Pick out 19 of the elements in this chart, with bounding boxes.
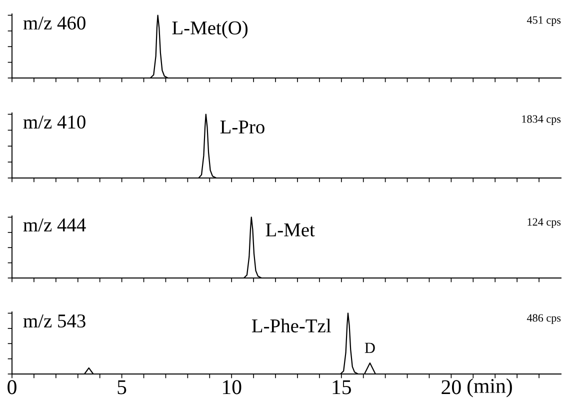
annotation: L-Pro	[220, 120, 264, 134]
x-tick-label: 10	[223, 380, 242, 394]
annotation: L-Phe-Tzl	[252, 318, 331, 332]
x-axis-title: (min)	[467, 378, 512, 398]
annotation: 1834 cps	[522, 115, 561, 126]
annotation: m/z 460	[23, 16, 86, 30]
x-tick-label: 15	[332, 380, 352, 394]
annotation: L-Met(O)	[172, 20, 248, 38]
x-tick-label: 20	[442, 380, 461, 394]
annotation: D	[364, 342, 375, 353]
annotation: L-Met	[266, 224, 315, 236]
annotation: m/z 410	[23, 116, 86, 129]
annotation: m/z 543	[23, 314, 86, 328]
x-tick-label: 5	[118, 380, 126, 394]
annotation: m/z 444	[23, 218, 86, 232]
x-tick-label: 0	[8, 380, 16, 394]
annotation: 451 cps	[526, 16, 561, 26]
annotation: 486 cps	[526, 314, 561, 324]
annotation: 124 cps	[528, 218, 561, 228]
